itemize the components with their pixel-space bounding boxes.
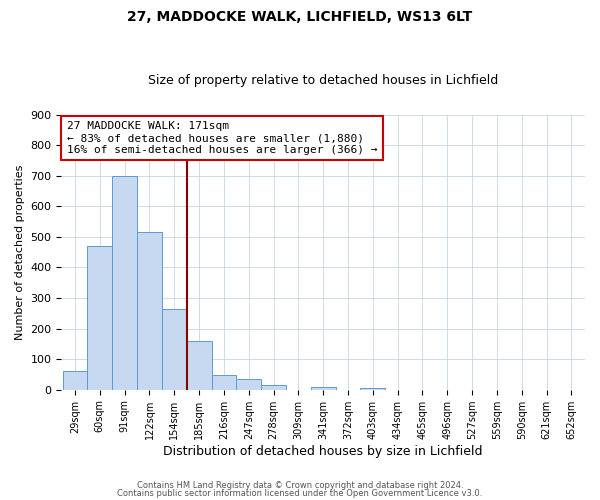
Text: 27 MADDOCKE WALK: 171sqm
← 83% of detached houses are smaller (1,880)
16% of sem: 27 MADDOCKE WALK: 171sqm ← 83% of detach… xyxy=(67,122,377,154)
Bar xyxy=(88,246,112,390)
Bar xyxy=(236,379,261,390)
Bar xyxy=(361,388,385,390)
Bar xyxy=(187,341,212,390)
Bar xyxy=(261,385,286,390)
X-axis label: Distribution of detached houses by size in Lichfield: Distribution of detached houses by size … xyxy=(163,444,483,458)
Bar xyxy=(137,232,162,390)
Bar xyxy=(112,176,137,390)
Title: Size of property relative to detached houses in Lichfield: Size of property relative to detached ho… xyxy=(148,74,499,87)
Bar xyxy=(162,308,187,390)
Y-axis label: Number of detached properties: Number of detached properties xyxy=(15,164,25,340)
Bar xyxy=(62,372,88,390)
Text: 27, MADDOCKE WALK, LICHFIELD, WS13 6LT: 27, MADDOCKE WALK, LICHFIELD, WS13 6LT xyxy=(127,10,473,24)
Bar xyxy=(311,386,335,390)
Text: Contains HM Land Registry data © Crown copyright and database right 2024.: Contains HM Land Registry data © Crown c… xyxy=(137,481,463,490)
Bar xyxy=(212,376,236,390)
Text: Contains public sector information licensed under the Open Government Licence v3: Contains public sector information licen… xyxy=(118,488,482,498)
